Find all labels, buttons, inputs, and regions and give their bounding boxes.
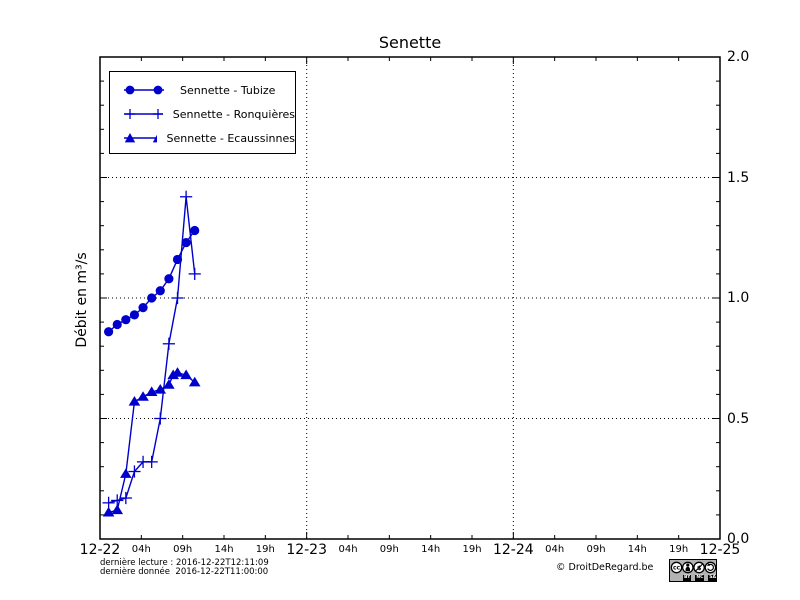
x-hour-label: 04h — [338, 544, 358, 555]
y-tick-label: 1.0 — [727, 290, 750, 306]
legend-label: Sennette - Ecaussinnes — [166, 131, 296, 145]
legend-entry-tubize: Sennette - Tubize — [118, 78, 295, 102]
cc-license-icons: cc $ — [670, 561, 717, 574]
triangle-marker-sample-icon — [124, 133, 157, 143]
x-hour-label: 09h — [586, 544, 606, 555]
nc-no-dollar-icon: $ — [693, 561, 705, 574]
y-tick-label: 0.0 — [727, 531, 750, 547]
by-label: BY — [683, 575, 692, 581]
x-date-label: 12-23 — [286, 542, 327, 558]
nc-label: NC — [695, 575, 705, 581]
y-tick-label: 0.5 — [727, 410, 750, 427]
x-hour-label: 14h — [214, 544, 234, 555]
circle-marker-sample-icon — [124, 85, 164, 95]
legend-entry-ecaussinnes: Sennette - Ecaussinnes — [118, 126, 295, 150]
legend: Sennette - Tubize Sennette - Ronquières … — [109, 71, 296, 154]
plus-marker-sample-icon — [124, 109, 163, 119]
x-hour-label: 04h — [131, 544, 151, 555]
legend-entry-ronquieres: Sennette - Ronquières — [118, 102, 295, 126]
x-hour-label: 04h — [545, 544, 565, 555]
last-read-timestamp: dernière lecture : 2016-12-22T12:11:09 — [100, 558, 269, 568]
last-data-timestamp: dernière donnée 2016-12-22T11:00:00 — [100, 567, 269, 577]
legend-label: Sennette - Tubize — [180, 83, 276, 97]
y-tick-label: 1.5 — [727, 169, 750, 186]
x-hour-label: 19h — [669, 544, 689, 555]
svg-text:cc: cc — [673, 565, 681, 572]
x-hour-label: 14h — [627, 544, 647, 555]
y-axis-label: Débit en m³/s — [74, 252, 90, 348]
x-hour-label: 19h — [462, 544, 482, 555]
legend-label: Sennette - Ronquières — [172, 107, 295, 121]
x-hour-label: 19h — [255, 544, 275, 555]
x-hour-label: 14h — [421, 544, 441, 555]
x-date-label: 12-24 — [492, 542, 534, 558]
chart-title: Senette — [378, 33, 442, 52]
x-hour-label: 09h — [173, 544, 193, 555]
x-date-label: 12-25 — [699, 542, 741, 558]
x-date-label: 12-22 — [79, 542, 121, 558]
sa-share-alike-icon — [704, 561, 717, 574]
cc-license-badge: cc $ BY NC SA — [669, 559, 717, 582]
cc-icon: cc — [670, 561, 683, 574]
cc-license-labels: BY NC SA — [683, 575, 717, 581]
by-person-icon — [681, 561, 694, 574]
x-hour-label: 09h — [379, 544, 399, 555]
sa-label: SA — [708, 575, 717, 581]
y-tick-label: 2.0 — [727, 49, 750, 65]
copyright-text: © DroitDeRegard.be — [556, 562, 654, 573]
